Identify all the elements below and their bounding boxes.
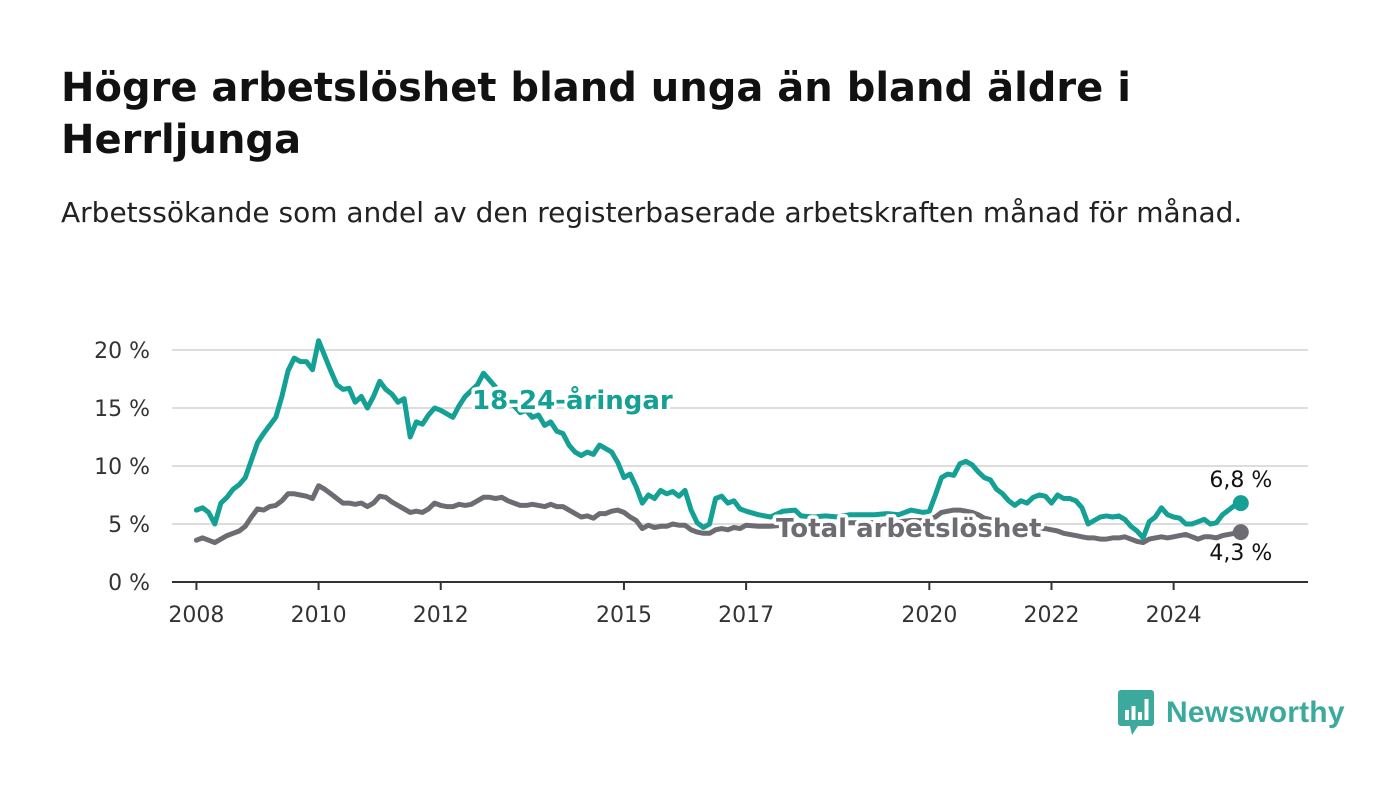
svg-text:18-24-åringar: 18-24-åringar	[472, 384, 673, 416]
chart-title: Högre arbetslöshet bland unga än bland ä…	[61, 65, 1131, 163]
chart-subtitle: Arbetssökande som andel av den registerb…	[61, 196, 1243, 229]
x-tick-label: 2015	[596, 603, 652, 628]
y-tick-label: 10 %	[94, 455, 150, 480]
gridlines	[172, 349, 1308, 583]
series-lines	[193, 338, 1249, 546]
series-line-0	[193, 338, 1244, 541]
bar-chart-logo-icon	[1118, 690, 1154, 735]
series-end-point-0	[1232, 495, 1249, 512]
series-end-point-1	[1232, 524, 1249, 541]
x-axis-ticks: 2008 2010 2012 2015 2017 2020 2022 2024	[168, 582, 1202, 628]
x-tick-label: 2012	[413, 603, 469, 628]
end-value-label-total: 4,3 %	[1209, 541, 1272, 566]
svg-text:Total arbetslöshet: Total arbetslöshet	[776, 514, 1041, 544]
y-tick-label: 15 %	[94, 397, 150, 422]
x-tick-label: 2008	[168, 603, 224, 628]
x-tick-label: 2020	[901, 603, 957, 628]
series-line-1	[193, 483, 1244, 546]
y-tick-label: 20 %	[94, 339, 150, 364]
newsworthy-logo: Newsworthy	[1118, 690, 1345, 736]
y-axis-ticks: 0 % 5 % 10 % 15 % 20 %	[94, 339, 150, 596]
x-tick-label: 2024	[1146, 603, 1202, 628]
brand-name: Newsworthy	[1166, 696, 1345, 729]
x-tick-label: 2017	[718, 603, 774, 628]
x-tick-label: 2010	[291, 603, 347, 628]
x-tick-label: 2022	[1023, 603, 1079, 628]
end-value-label-youth: 6,8 %	[1209, 468, 1272, 493]
y-tick-label: 0 %	[108, 571, 150, 596]
svg-text:18-24-åringar: 18-24-åringar	[472, 384, 673, 416]
y-tick-label: 5 %	[108, 513, 150, 538]
svg-text:Total arbetslöshet: Total arbetslöshet	[776, 514, 1041, 544]
